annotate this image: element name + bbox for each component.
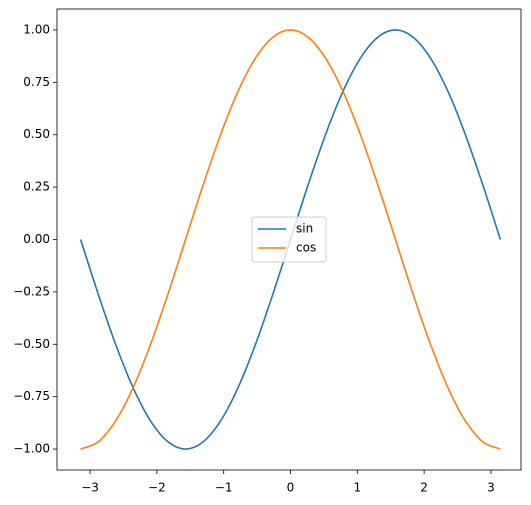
y-tick-label: −0.25 <box>13 284 50 298</box>
line-series <box>80 29 501 450</box>
x-tick-label: 3 <box>487 481 495 495</box>
y-tick-label: 0.00 <box>23 232 50 246</box>
axes-frame <box>56 8 522 471</box>
y-tick-label: −0.75 <box>13 389 50 403</box>
y-tick-label: 0.75 <box>23 75 50 89</box>
y-tick-label: 0.25 <box>23 180 50 194</box>
legend: sin cos <box>251 216 327 263</box>
x-tick-label: −2 <box>148 481 166 495</box>
x-tick-label: −1 <box>215 481 233 495</box>
x-tick-label: 1 <box>353 481 361 495</box>
x-tick-label: −3 <box>81 481 99 495</box>
legend-box <box>251 216 327 263</box>
x-tick-label: 2 <box>420 481 428 495</box>
y-tick-label: 1.00 <box>23 22 50 36</box>
y-tick-label: 0.50 <box>23 127 50 141</box>
legend-label: cos <box>296 241 316 255</box>
x-tick-label: 0 <box>287 481 295 495</box>
y-tick-label: −0.50 <box>13 337 50 351</box>
legend-label: sin <box>296 222 313 236</box>
y-tick-label: −1.00 <box>13 442 50 456</box>
